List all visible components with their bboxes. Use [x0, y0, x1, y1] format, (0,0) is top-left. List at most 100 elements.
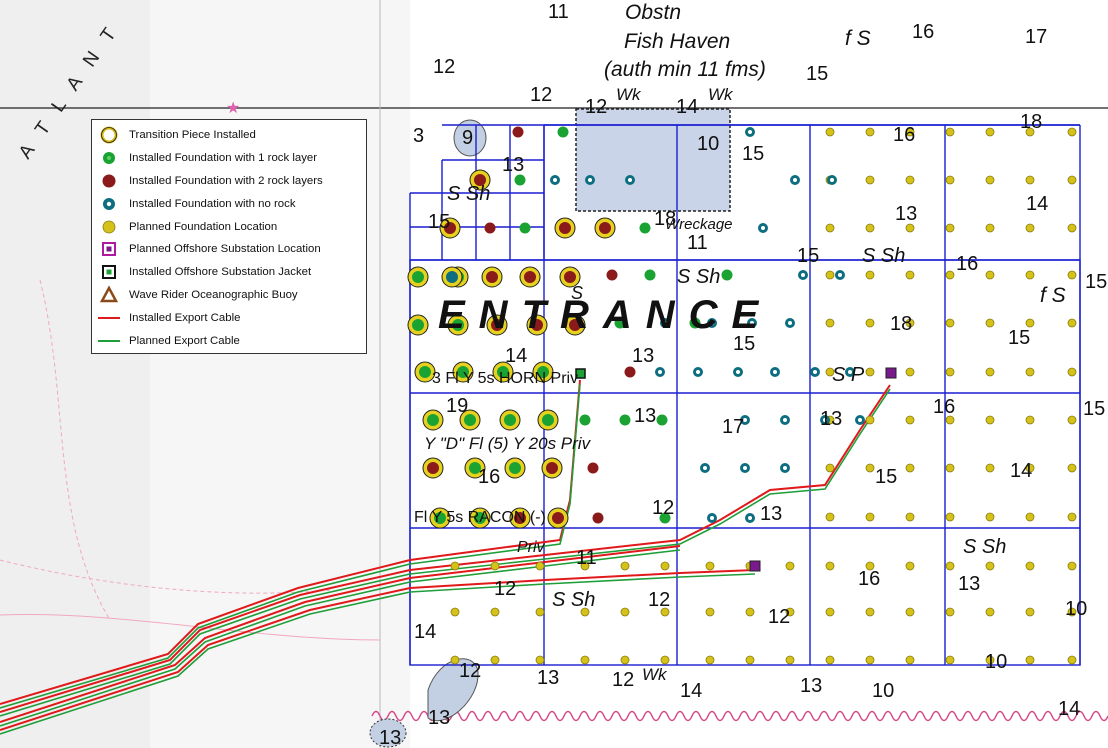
planned-foundation — [945, 415, 955, 425]
planned-foundation — [490, 607, 500, 617]
shoal-label: S Sh — [447, 183, 490, 205]
s-label: S — [571, 283, 583, 303]
depth-sounding: 16 — [912, 21, 934, 43]
planned-foundation — [905, 655, 915, 665]
planned-foundation — [745, 607, 755, 617]
planned-foundation — [985, 175, 995, 185]
legend-item-buoy: Wave Rider Oceanographic Buoy — [98, 284, 360, 307]
depth-sounding: 18 — [654, 208, 676, 230]
planned-foundation — [1067, 607, 1077, 617]
depth-sounding: 15 — [1083, 398, 1105, 420]
depth-sounding: 13 — [632, 345, 654, 367]
planned-foundation — [1067, 270, 1077, 280]
legend-label: Planned Foundation Location — [129, 220, 278, 233]
transition-piece-inner — [504, 414, 516, 426]
transition-piece-inner — [569, 319, 581, 331]
foundation-1-rock — [579, 414, 591, 426]
planned-foundation — [450, 561, 460, 571]
planned-foundation — [945, 318, 955, 328]
shoal-label: S Sh — [963, 536, 1006, 558]
foundation-no-rock-center — [710, 516, 714, 520]
depth-sounding: 13 — [537, 667, 559, 689]
depth-sounding: 12 — [530, 84, 552, 106]
planned-foundation — [945, 223, 955, 233]
transition-piece-inner — [427, 462, 439, 474]
star-icon: ★ — [226, 100, 240, 117]
planned-foundation — [1067, 367, 1077, 377]
legend-label: Installed Export Cable — [129, 311, 241, 324]
depth-sounding: 15 — [875, 466, 897, 488]
depth-sounding: 13 — [895, 203, 917, 225]
planned-foundation — [905, 318, 915, 328]
legend-item-cable-planned: Planned Export Cable — [98, 329, 360, 352]
depth-sounding: 12 — [648, 589, 670, 611]
foundation-1-rock — [689, 317, 701, 329]
priv-label: Priv — [517, 539, 546, 556]
planned-foundation — [785, 607, 795, 617]
fs-label-right: f S — [1040, 284, 1066, 307]
foundation-1-rock — [639, 222, 651, 234]
transition-piece-inner — [497, 366, 509, 378]
planned-icon — [98, 217, 120, 237]
transition-piece-inner — [559, 222, 571, 234]
foundation-no-rock-center — [830, 178, 834, 182]
planned-export-cable — [0, 388, 891, 717]
horn-label: 3 Fl Y 5s HORN Priv — [432, 370, 578, 387]
planned-foundation — [945, 512, 955, 522]
wreckage-area — [575, 108, 731, 212]
transition-piece-inner — [524, 271, 536, 283]
legend-item-found-2rock: Installed Foundation with 2 rock layers — [98, 170, 360, 193]
depth-sounding: 15 — [1085, 271, 1107, 293]
depth-sounding: 14 — [505, 345, 527, 367]
planned-foundation — [1025, 512, 1035, 522]
planned-foundation — [905, 175, 915, 185]
depth-sounding: 16 — [893, 124, 915, 146]
planned-foundation — [905, 270, 915, 280]
foundation-no-rock-center — [658, 370, 662, 374]
foundation-no-rock-center — [748, 130, 752, 134]
planned-foundation — [825, 607, 835, 617]
shoal-area — [453, 119, 487, 157]
planned-foundation — [1067, 655, 1077, 665]
legend-label: Wave Rider Oceanographic Buoy — [129, 288, 298, 301]
planned-foundation — [825, 270, 835, 280]
legend-label: Planned Export Cable — [129, 334, 240, 347]
shoal-area — [369, 718, 407, 748]
planned-foundation — [1025, 607, 1035, 617]
oss-installed-icon — [98, 262, 120, 282]
planned-foundation — [865, 175, 875, 185]
transition-piece-inner — [599, 222, 611, 234]
foundation-no-rock-center — [823, 418, 827, 422]
foundation-1-rock — [519, 222, 531, 234]
foundation-2-rock — [484, 222, 496, 234]
foundation-no-rock-center — [703, 466, 707, 470]
depth-sounding: 16 — [956, 253, 978, 275]
foundation-locations — [407, 126, 1077, 665]
wreck-label: Wk — [616, 85, 642, 104]
foundation-2-rock — [606, 269, 618, 281]
found-2rock-icon — [98, 171, 120, 191]
found-1rock-icon — [98, 148, 120, 168]
planned-export-cable — [0, 573, 756, 735]
shoal-area — [427, 658, 479, 722]
foundation-1-rock — [659, 512, 671, 524]
sp-label: S P — [832, 364, 865, 386]
planned-foundation — [620, 607, 630, 617]
depth-sounding: 12 — [652, 497, 674, 519]
foundation-1-rock — [644, 269, 656, 281]
foundation-no-rock-center — [663, 321, 667, 325]
planned-foundation — [825, 127, 835, 137]
foundation-no-rock-center — [838, 273, 842, 277]
auth-min-label: (auth min 11 fms) — [604, 58, 766, 81]
planned-foundation — [490, 561, 500, 571]
transition-piece-icon — [98, 125, 120, 145]
planned-foundation — [945, 175, 955, 185]
foundation-no-rock-center — [801, 273, 805, 277]
foundation-1-rock — [619, 414, 631, 426]
planned-foundation — [905, 512, 915, 522]
buoy-d-label: Y "D" Fl (5) Y 20s Priv — [424, 434, 592, 453]
depth-sounding: 15 — [1008, 327, 1030, 349]
installed-export-cable — [0, 545, 681, 723]
planned-foundation — [580, 561, 590, 571]
depth-sounding: 14 — [1058, 698, 1080, 720]
